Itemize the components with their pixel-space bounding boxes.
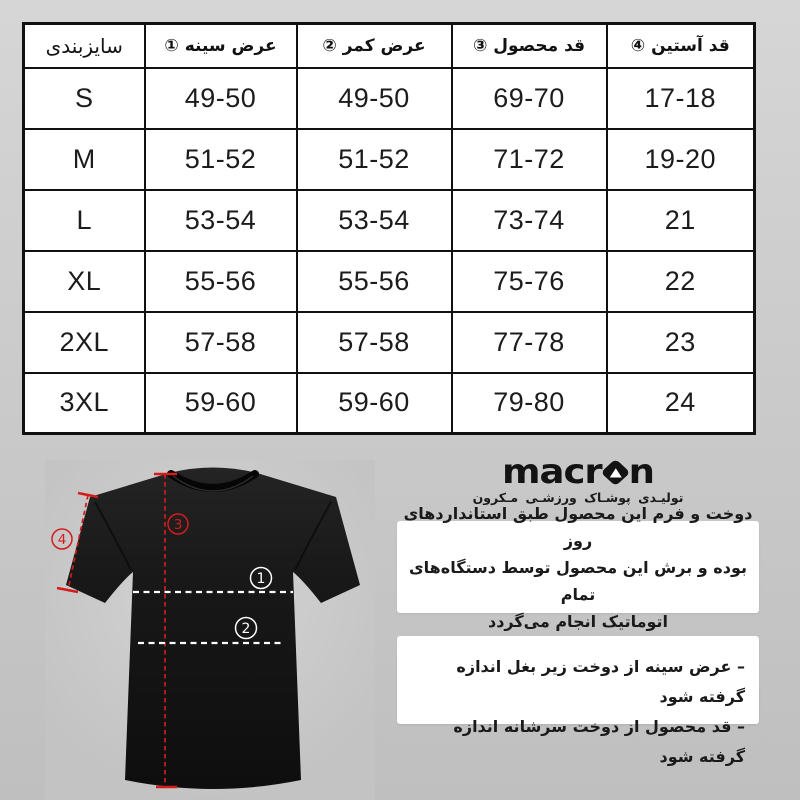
chest-cell: 51-52 — [143, 127, 298, 191]
collar-band — [167, 470, 259, 492]
right-sleeve-seam — [294, 501, 332, 571]
table-row-3xl: 3XL 59-60 59-60 79-80 24 — [22, 371, 756, 435]
col-header-sleeve-length: قد آستین ④ — [605, 22, 756, 69]
size-table-section: سایزبندی عرض سینه ① عرض کمر ② قد محصول ③… — [22, 22, 756, 435]
chest-cell: 55-56 — [143, 249, 298, 313]
waist-cell: 53-54 — [295, 188, 453, 252]
production-note-line-3: اتوماتیک انجام می‌گردد — [487, 611, 669, 631]
wordmark-left-text: macr — [501, 451, 603, 492]
table-header-row: سایزبندی عرض سینه ① عرض کمر ② قد محصول ③… — [22, 22, 756, 69]
size-cell: 3XL — [22, 371, 146, 435]
col-header-size: سایزبندی — [22, 22, 146, 69]
tshirt-measurement-diagram: 3 4 1 2 — [45, 460, 375, 800]
tshirt-silhouette — [66, 467, 360, 789]
sleeve-cell: 24 — [605, 371, 756, 435]
measuring-instructions-box: – عرض سینه از دوخت زیر بغل اندازه گرفته … — [397, 636, 759, 766]
table-row-s: S 49-50 49-50 69-70 17-18 — [22, 66, 756, 130]
production-note-line-1: دوخت و فرم این محصول طبق استانداردهای رو… — [403, 503, 753, 550]
label-length: 3 — [167, 513, 189, 535]
table-row-l: L 53-54 53-54 73-74 21 — [22, 188, 756, 252]
waist-cell: 51-52 — [295, 127, 453, 191]
sleeve-cell: 19-20 — [605, 127, 756, 191]
waist-cell: 49-50 — [295, 66, 453, 130]
wordmark-right-text: n — [628, 451, 655, 492]
label-chest-digit: 1 — [257, 571, 266, 587]
waist-cell: 59-60 — [295, 371, 453, 435]
sleeve-cell: 17-18 — [605, 66, 756, 130]
measuring-instruction-chest: – عرض سینه از دوخت زیر بغل اندازه گرفته … — [456, 657, 745, 706]
size-cell: XL — [22, 249, 146, 313]
label-sleeve: 4 — [51, 528, 73, 550]
label-length-digit: 3 — [174, 517, 183, 533]
sleeve-cell: 21 — [605, 188, 756, 252]
size-table: سایزبندی عرض سینه ① عرض کمر ② قد محصول ③… — [22, 22, 756, 435]
measuring-instruction-length: – قد محصول از دوخت سرشانه اندازه گرفته ش… — [453, 717, 745, 766]
label-chest: 1 — [249, 566, 273, 590]
length-cell: 71-72 — [450, 127, 608, 191]
length-cell: 73-74 — [450, 188, 608, 252]
macron-wordmark: macr n — [468, 451, 688, 492]
length-cell: 79-80 — [450, 371, 608, 435]
table-row-2xl: 2XL 57-58 57-58 77-78 23 — [22, 310, 756, 374]
macron-o-triangle-icon — [609, 467, 622, 477]
production-note-line-2: بوده و برش این محصول توسط دستگاه‌های تما… — [408, 557, 747, 604]
collar-highlight — [172, 475, 254, 492]
col-header-waist-width: عرض کمر ② — [295, 22, 453, 69]
chest-cell: 59-60 — [143, 371, 298, 435]
brand-subtitle: تولیـدی پوشـاک ورزشـی مـکرون — [472, 490, 684, 505]
size-cell: M — [22, 127, 146, 191]
size-cell: 2XL — [22, 310, 146, 374]
length-cell: 77-78 — [450, 310, 608, 374]
table-row-xl: XL 55-56 55-56 75-76 22 — [22, 249, 756, 313]
chest-cell: 49-50 — [143, 66, 298, 130]
sleeve-cell: 22 — [605, 249, 756, 313]
measure-line-sleeve — [56, 491, 99, 594]
length-cell: 69-70 — [450, 66, 608, 130]
table-row-m: M 51-52 51-52 71-72 19-20 — [22, 127, 756, 191]
size-cell: L — [22, 188, 146, 252]
label-waist-digit: 2 — [242, 621, 251, 637]
waist-cell: 55-56 — [295, 249, 453, 313]
label-waist: 2 — [234, 616, 258, 640]
col-header-chest-width: عرض سینه ① — [143, 22, 298, 69]
brand-logo: macr n تولیـدی پوشـاک ورزشـی مـکرون — [468, 455, 688, 505]
measure-line-length — [154, 472, 177, 789]
sleeve-cell: 23 — [605, 310, 756, 374]
left-sleeve-seam — [94, 501, 132, 571]
chest-cell: 57-58 — [143, 310, 298, 374]
production-note-box: دوخت و فرم این محصول طبق استانداردهای رو… — [397, 504, 759, 631]
label-sleeve-digit: 4 — [58, 532, 67, 548]
macron-o-icon — [600, 458, 631, 486]
col-header-body-length: قد محصول ③ — [450, 22, 608, 69]
length-cell: 75-76 — [450, 249, 608, 313]
size-cell: S — [22, 66, 146, 130]
chest-cell: 53-54 — [143, 188, 298, 252]
waist-cell: 57-58 — [295, 310, 453, 374]
